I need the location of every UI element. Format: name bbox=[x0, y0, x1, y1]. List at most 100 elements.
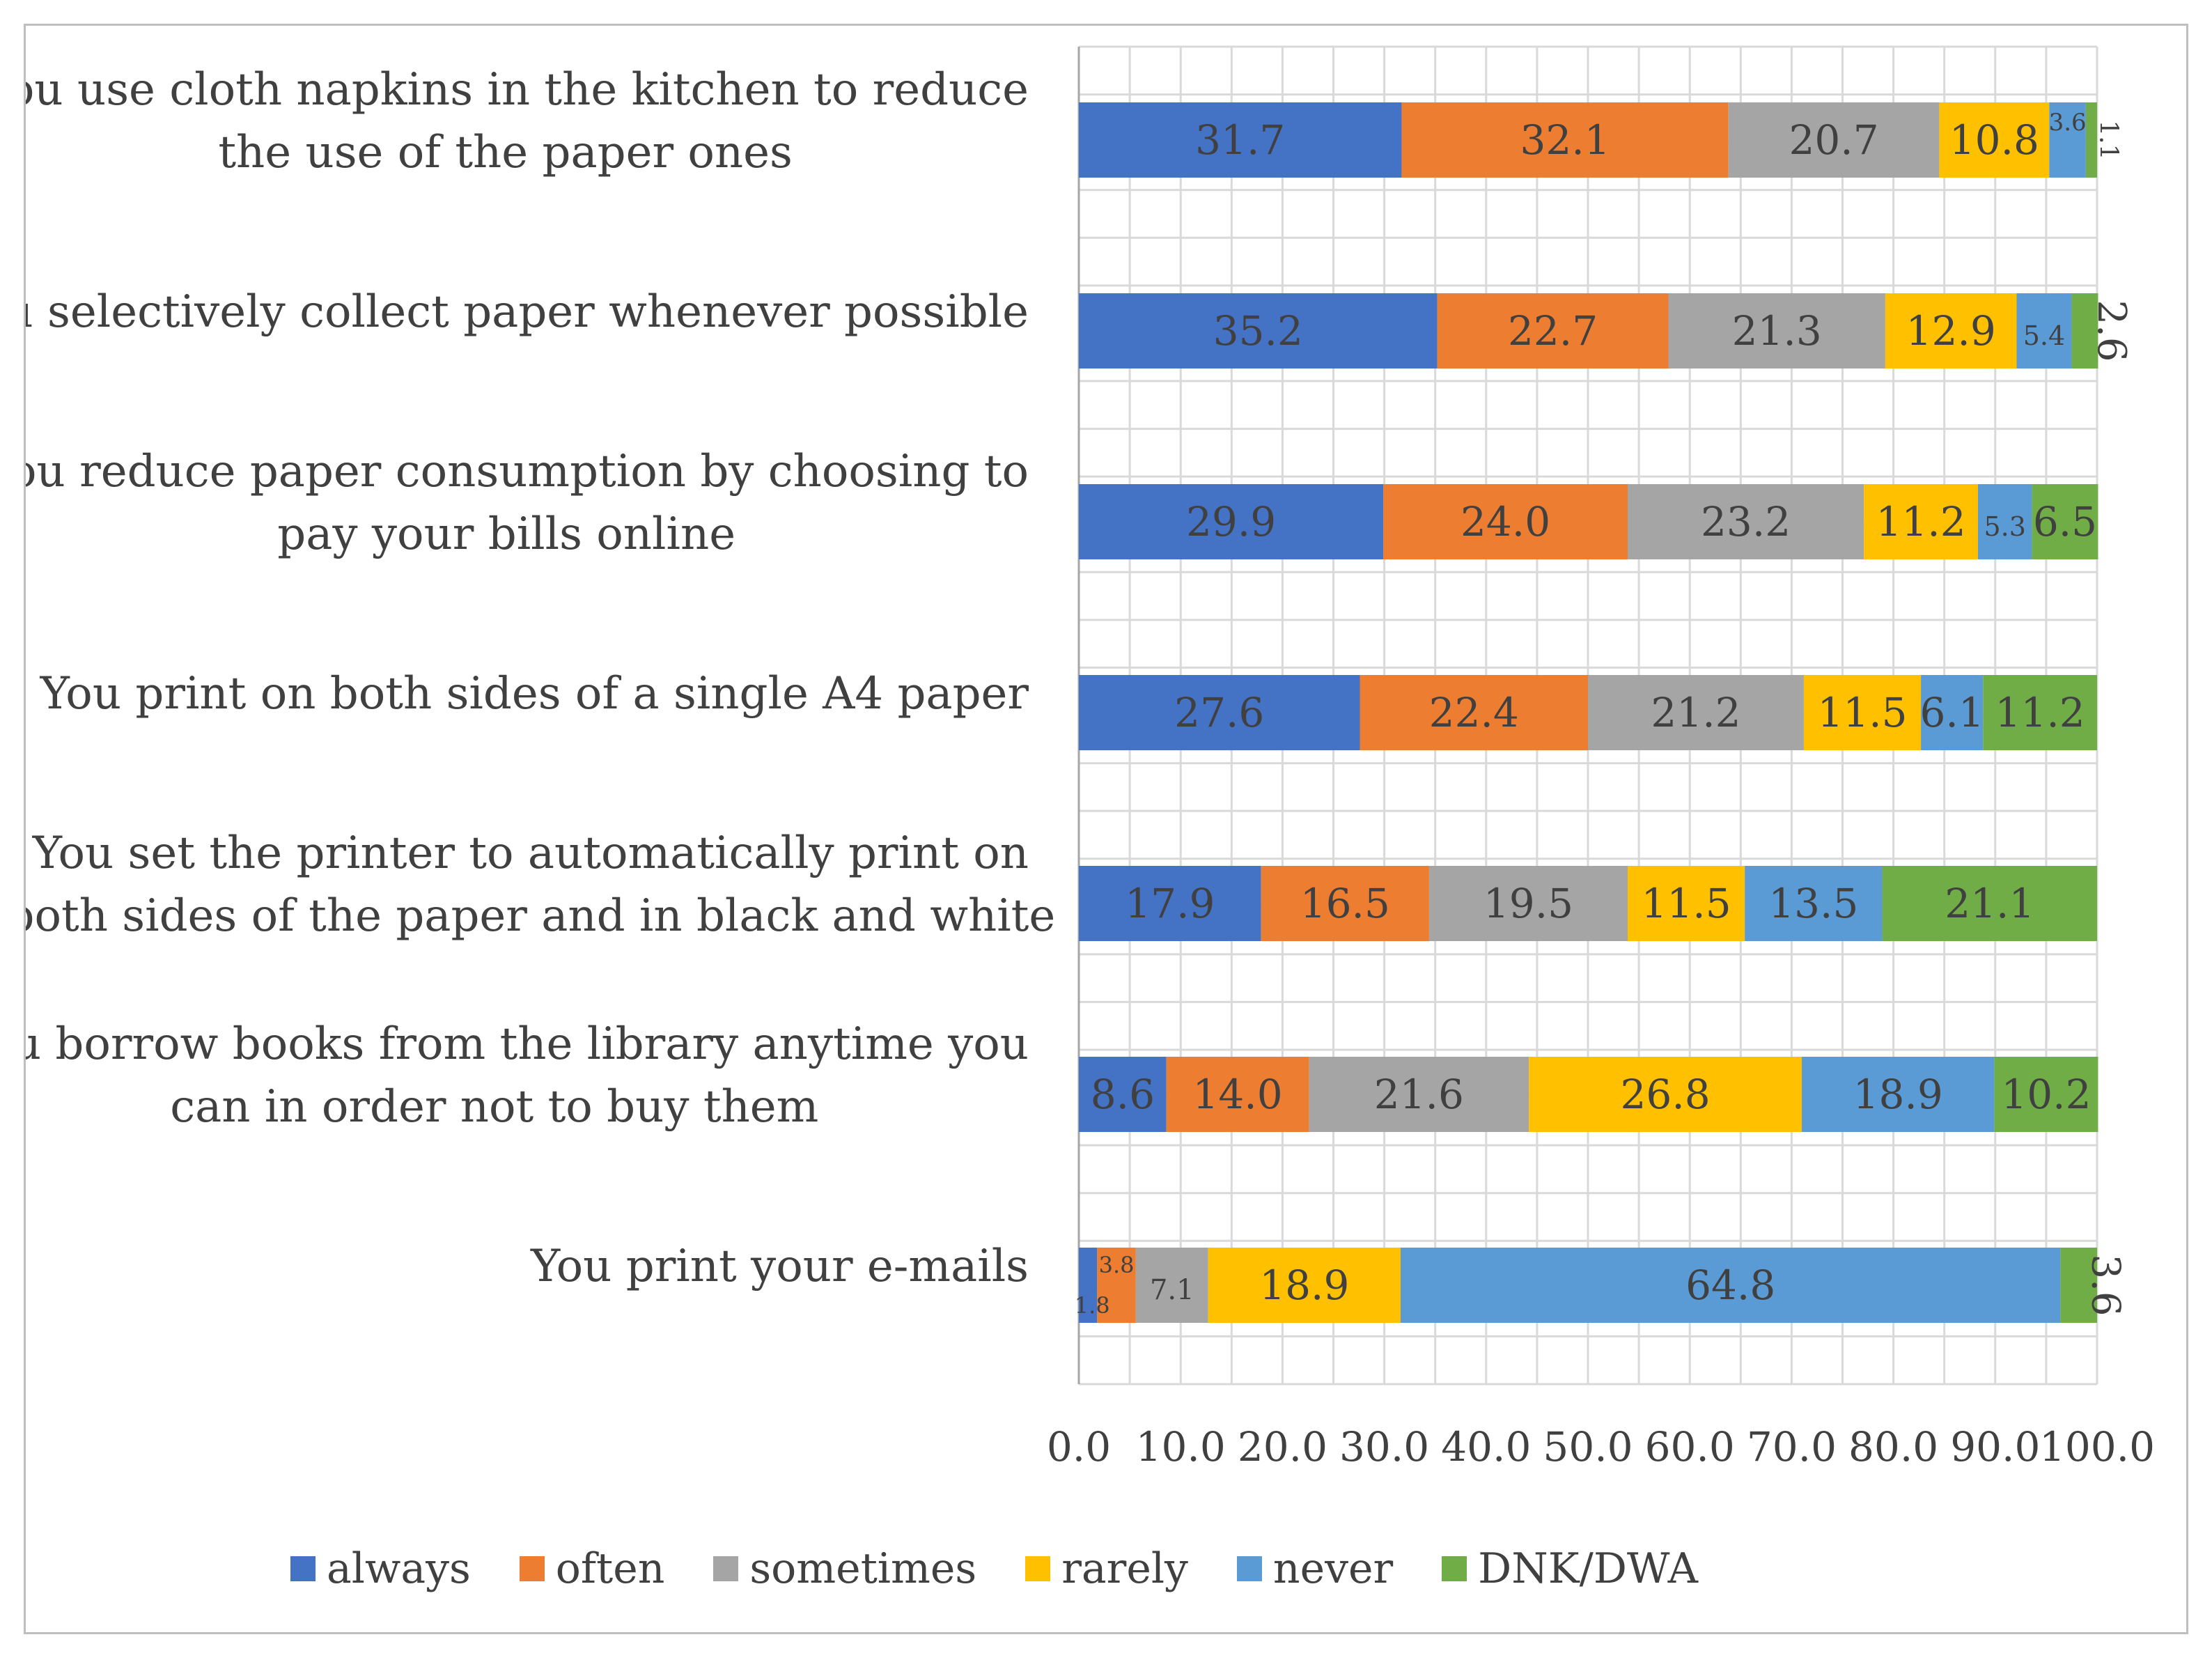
data-label: 21.3 bbox=[1732, 307, 1822, 355]
data-label: 21.1 bbox=[1945, 880, 2034, 927]
category-label: You set the printer to automatically pri… bbox=[32, 828, 1029, 879]
legend-label: never bbox=[1272, 1544, 1394, 1593]
category-label: pay your bills online bbox=[277, 509, 735, 560]
bar-segment-sometimes bbox=[1728, 102, 1940, 178]
bar-segment-never bbox=[1921, 675, 1984, 750]
data-label: 23.2 bbox=[1701, 498, 1791, 545]
bar-segment-dnk-dwa bbox=[1882, 866, 2097, 941]
bar-segment-rarely bbox=[1885, 293, 2017, 369]
data-label: 12.9 bbox=[1906, 307, 1996, 355]
legend-item: DNK/DWA bbox=[1442, 1544, 1698, 1593]
x-tick-label: 30.0 bbox=[1339, 1423, 1429, 1471]
bar-segment-never bbox=[1977, 484, 2032, 559]
x-tick-label: 80.0 bbox=[1848, 1423, 1938, 1471]
bar-segment-never bbox=[1400, 1248, 2061, 1323]
bar-segment-often bbox=[1383, 484, 1628, 559]
data-label: 3.6 bbox=[2082, 1254, 2128, 1316]
data-label: 8.6 bbox=[1091, 1071, 1155, 1118]
bar-segment-never bbox=[2049, 102, 2086, 178]
bar-segment-often bbox=[1261, 866, 1429, 941]
bar-segment-rarely bbox=[1803, 675, 1922, 750]
data-label: 1.1 bbox=[2094, 120, 2123, 160]
category-label: You print on both sides of a single A4 p… bbox=[40, 668, 1029, 720]
bar-segment-always bbox=[1079, 293, 1438, 369]
bar-segment-often bbox=[1097, 1248, 1136, 1323]
bar-segment-dnk-dwa bbox=[2085, 102, 2097, 178]
bar-segment-rarely bbox=[1208, 1248, 1401, 1323]
legend-item: always bbox=[290, 1544, 471, 1593]
data-label: 5.3 bbox=[1984, 511, 2025, 542]
category-label: You selectively collect paper whenever p… bbox=[26, 286, 1029, 338]
legend-item: rarely bbox=[1025, 1544, 1188, 1593]
x-axis-ticks: 0.0 10.0 20.0 30.0 40.0 50.0 60.0 70.0 80.0 90.01… bbox=[1047, 1423, 2155, 1471]
data-label: 32.1 bbox=[1520, 116, 1610, 164]
data-label: 26.8 bbox=[1621, 1071, 1711, 1118]
legend-label: always bbox=[327, 1544, 471, 1593]
category-label: You print your e-mails bbox=[530, 1241, 1029, 1292]
legend-item: sometimes bbox=[713, 1544, 976, 1593]
bar-segment-often bbox=[1166, 1057, 1309, 1132]
bar-segment-rarely bbox=[1939, 102, 2050, 178]
x-tick-label: 70.0 bbox=[1747, 1423, 1837, 1471]
x-tick-label: 100.0 bbox=[2039, 1423, 2155, 1471]
legend-item: often bbox=[519, 1544, 665, 1593]
bar-segment-rarely bbox=[1864, 484, 1978, 559]
category-label: both sides of the paper and in black and… bbox=[26, 890, 1055, 942]
bar-segment-dnk-dwa bbox=[2071, 293, 2098, 369]
bar-segment-often bbox=[1437, 293, 1669, 369]
data-label: 11.5 bbox=[1817, 689, 1907, 736]
data-label: 13.5 bbox=[1768, 880, 1858, 927]
bar-segment-sometimes bbox=[1628, 484, 1864, 559]
category-label: You reduce paper consumption by choosing… bbox=[26, 446, 1029, 497]
legend-swatch bbox=[290, 1556, 316, 1581]
category-label: can in order not to buy them bbox=[170, 1081, 818, 1133]
legend-swatch bbox=[713, 1556, 739, 1581]
category-label: You use cloth napkins in the kitchen to … bbox=[26, 64, 1029, 116]
data-label: 64.8 bbox=[1685, 1262, 1775, 1309]
data-label: 11.2 bbox=[1995, 689, 2085, 736]
bar-segment-rarely bbox=[1529, 1057, 1802, 1132]
chart-frame: 31.7 32.1 20.7 10.8 3.6 1.1 35.2 22.7 21.3 12.9 5.… bbox=[24, 24, 2188, 1634]
legend-swatch bbox=[1236, 1556, 1262, 1581]
data-label: 10.8 bbox=[1949, 116, 2039, 164]
data-label: 11.5 bbox=[1642, 880, 1731, 927]
data-label: 14.0 bbox=[1193, 1071, 1283, 1118]
data-label: 22.4 bbox=[1429, 689, 1519, 736]
bar-segment-always bbox=[1079, 675, 1360, 750]
bar-segment-always bbox=[1079, 102, 1402, 178]
legend-label: often bbox=[555, 1544, 665, 1593]
bar-segment-never bbox=[2016, 293, 2072, 369]
data-label: 11.2 bbox=[1876, 498, 1966, 545]
bar-segment-often bbox=[1401, 102, 1729, 178]
data-label: 16.5 bbox=[1300, 880, 1390, 927]
bar-segment-never bbox=[1802, 1057, 1995, 1132]
bar-segment-sometimes bbox=[1428, 866, 1628, 941]
legend-label: DNK/DWA bbox=[1478, 1544, 1698, 1593]
data-label: 27.6 bbox=[1174, 689, 1264, 736]
bar-segment-sometimes bbox=[1668, 293, 1885, 369]
data-label: 22.7 bbox=[1508, 307, 1598, 355]
x-tick-label: 90.0 bbox=[1950, 1423, 2040, 1471]
data-label: 5.4 bbox=[2023, 320, 2065, 351]
data-label: 21.6 bbox=[1374, 1071, 1464, 1118]
data-label: 6.5 bbox=[2033, 498, 2097, 545]
data-label: 35.2 bbox=[1213, 307, 1303, 355]
data-label: 17.9 bbox=[1125, 880, 1215, 927]
data-label: 21.2 bbox=[1651, 689, 1740, 736]
bar-segment-rarely bbox=[1628, 866, 1745, 941]
bar-segment-always bbox=[1079, 484, 1384, 559]
bar-segment-dnk-dwa bbox=[1994, 1057, 2098, 1132]
bar-segment-never bbox=[1745, 866, 1883, 941]
legend-swatch bbox=[1025, 1556, 1051, 1581]
bar-segment-dnk-dwa bbox=[2060, 1248, 2097, 1323]
category-label: the use of the paper ones bbox=[218, 127, 793, 178]
data-label: 18.9 bbox=[1259, 1262, 1349, 1309]
stacked-bar-chart: 31.7 32.1 20.7 10.8 3.6 1.135.2 22.7 21.3 12.9 5.… bbox=[26, 45, 2155, 1471]
legend: always often sometimes rarely never DNK/DWA bbox=[290, 1544, 1698, 1593]
legend-item: never bbox=[1236, 1544, 1394, 1593]
data-label: 29.9 bbox=[1186, 498, 1276, 545]
data-label: 7.1 bbox=[1150, 1274, 1194, 1306]
x-tick-label: 50.0 bbox=[1543, 1423, 1633, 1471]
legend-label: rarely bbox=[1061, 1544, 1188, 1593]
category-labels: You use cloth napkins in the kitchen to … bbox=[26, 64, 1055, 1292]
